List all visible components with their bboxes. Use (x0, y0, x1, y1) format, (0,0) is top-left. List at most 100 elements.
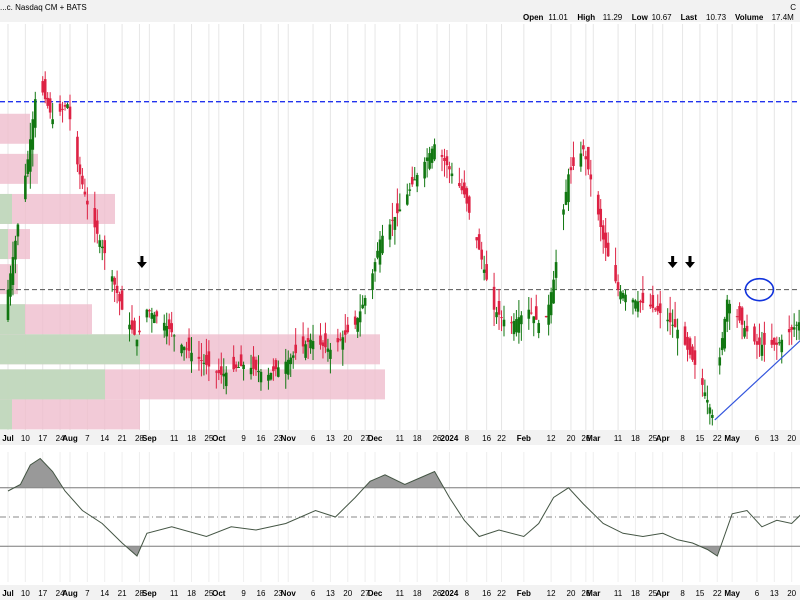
candle-body (242, 364, 245, 370)
date-tick-label: 27 (361, 589, 370, 598)
date-tick-label: 16 (482, 589, 491, 598)
candle-body (373, 262, 377, 272)
ohlc-label: Open (523, 13, 544, 22)
date-tick-label: 28 (135, 589, 144, 598)
candle-body (346, 324, 350, 333)
trend-line-segment (714, 340, 800, 421)
candle-body (763, 332, 766, 345)
date-tick-label: 20 (787, 434, 796, 443)
date-tick-label: 16 (482, 434, 491, 443)
candle-body (686, 336, 689, 350)
candle-body (758, 337, 761, 345)
arrow-down-marker-stem (140, 256, 144, 262)
candle-body (773, 337, 776, 345)
candle-body (495, 312, 498, 318)
candle-body (671, 324, 674, 326)
candle-body (14, 240, 17, 260)
date-tick-label: 11 (170, 589, 179, 598)
candle-body (485, 264, 488, 280)
candle-body (735, 316, 739, 318)
candle-body (606, 242, 610, 257)
candle-body (668, 312, 672, 323)
date-tick-label: 25 (204, 589, 213, 598)
candle-body (267, 374, 270, 381)
candle-body (616, 282, 620, 290)
candle-body (589, 174, 593, 180)
candle-body (701, 378, 704, 385)
candle-body (777, 342, 781, 344)
candle-body (31, 119, 35, 150)
candle-body (336, 338, 340, 343)
candle-body (301, 336, 305, 347)
candle-body (61, 108, 64, 110)
candle-body (259, 371, 263, 383)
candle-body (274, 360, 278, 370)
candle-body (58, 103, 62, 112)
candle-body (120, 290, 124, 310)
candle-body (502, 319, 506, 327)
date-tick-label: Dec (368, 589, 383, 598)
date-tick-label: Nov (281, 434, 297, 443)
candle-body (339, 339, 342, 341)
candle-body (200, 359, 203, 361)
date-tick-label: 17 (38, 589, 47, 598)
date-tick-label: Mar (586, 589, 600, 598)
candle-body (604, 232, 607, 248)
date-tick-label: 23 (274, 434, 283, 443)
candle-body (130, 320, 134, 330)
candle-body (286, 359, 290, 375)
candle-body (197, 356, 201, 359)
candle-body (46, 97, 49, 106)
candle-body (353, 316, 357, 325)
annotation-markers (136, 256, 775, 302)
candle-body (631, 299, 635, 303)
candle-body (458, 182, 461, 187)
candle-body (753, 326, 756, 342)
ohlc-readout: Open 11.01 High 11.29 Low 10.67 Last 10.73 Volum… (523, 13, 794, 22)
candle-body (170, 323, 173, 333)
date-tick-label: 2024 (441, 589, 459, 598)
date-tick-label: 24 (56, 589, 65, 598)
candle-body (780, 339, 784, 353)
candle-body (787, 329, 791, 333)
candle-body (29, 139, 32, 172)
candle-body (405, 194, 409, 205)
date-tick-label: Feb (517, 434, 531, 443)
date-tick-label: 11 (170, 434, 179, 443)
candle-body (81, 175, 84, 185)
candle-body (532, 316, 536, 324)
date-axis-bottom-strip (0, 585, 800, 600)
date-tick-label: 22 (497, 434, 506, 443)
candle-body (621, 292, 625, 299)
volume-profile-up-bar (0, 369, 105, 400)
date-tick-label: 10 (21, 434, 30, 443)
candle-body (76, 136, 79, 165)
date-tick-label: Oct (212, 589, 226, 598)
candle-body (113, 277, 116, 285)
date-tick-label: 6 (755, 589, 760, 598)
candle-body (98, 240, 102, 247)
candle-body (190, 352, 193, 362)
date-tick-label: 12 (547, 434, 556, 443)
candle-body (326, 348, 330, 352)
date-tick-label: Aug (62, 434, 78, 443)
volume-profile-bar (0, 113, 30, 144)
candle-body (277, 367, 280, 377)
candle-body (569, 167, 573, 171)
date-tick-label: Sep (142, 434, 157, 443)
candle-body (376, 250, 379, 258)
candle-body (567, 174, 570, 203)
date-tick-label: 8 (680, 434, 685, 443)
candle-body (254, 359, 258, 370)
candle-body (520, 315, 523, 325)
candle-body (562, 209, 565, 215)
candle-body (165, 325, 169, 337)
arrow-down-marker (667, 262, 678, 268)
date-tick-label: 12 (547, 589, 556, 598)
arrow-down-marker (136, 262, 147, 268)
candle-body (676, 329, 679, 339)
candle-body (33, 99, 37, 128)
candle-body (150, 313, 154, 319)
candle-body (356, 318, 359, 332)
date-tick-label: 6 (311, 589, 316, 598)
